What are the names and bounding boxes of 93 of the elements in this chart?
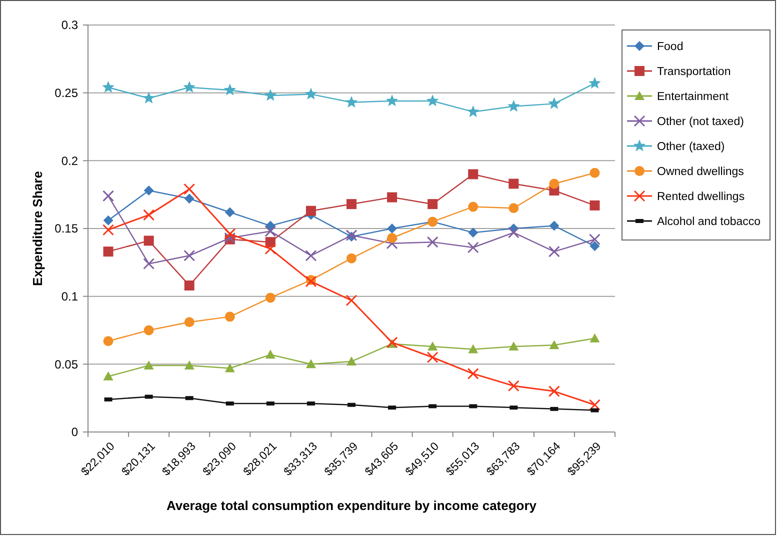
point: [468, 202, 478, 212]
point: [426, 236, 438, 248]
point: [468, 344, 478, 354]
y-tick-label: 0.2: [61, 154, 78, 168]
legend-label: Owned dwellings: [657, 166, 744, 178]
legend-label: Transportation: [657, 66, 731, 78]
point: [264, 243, 276, 255]
point: [426, 94, 439, 106]
point: [426, 352, 438, 364]
point: [346, 253, 356, 264]
point: [590, 241, 600, 252]
point: [346, 294, 358, 306]
point: [183, 80, 196, 93]
point: [264, 89, 277, 101]
point: [265, 292, 276, 303]
point: [224, 312, 235, 322]
point: [306, 206, 316, 216]
point: [386, 238, 398, 250]
point: [386, 94, 398, 106]
x-axis-title: Average total consumption expenditure by income category: [166, 498, 538, 513]
point: [428, 199, 438, 210]
point: [184, 280, 194, 290]
point: [306, 359, 316, 368]
point: [224, 228, 236, 240]
point: [508, 380, 520, 392]
point: [590, 168, 600, 178]
point: [346, 199, 356, 210]
point: [549, 178, 560, 189]
point: [224, 84, 236, 96]
point: [507, 100, 520, 112]
point: [588, 399, 600, 411]
point: [184, 360, 194, 370]
point: [144, 325, 154, 336]
legend-label: Other (taxed): [657, 141, 725, 154]
point: [467, 242, 479, 254]
point: [588, 76, 601, 89]
point: [184, 194, 194, 204]
point: [508, 203, 519, 214]
point: [144, 236, 154, 246]
point: [264, 225, 276, 237]
point: [304, 88, 318, 100]
point: [102, 190, 114, 202]
point: [548, 246, 560, 258]
point: [590, 200, 600, 210]
point: [548, 386, 560, 398]
point: [143, 258, 155, 270]
point: [549, 340, 560, 350]
point: [548, 97, 560, 109]
point: [184, 183, 196, 195]
y-axis-title: Expenditure Share: [30, 171, 45, 286]
point: [508, 226, 520, 238]
y-tick-label: 0.1: [61, 290, 78, 304]
y-tick-label: 0.3: [61, 18, 78, 32]
legend-label: Alcohol and tobacco: [657, 216, 761, 228]
point: [224, 207, 235, 218]
point: [466, 105, 480, 118]
point: [143, 209, 155, 221]
point: [144, 186, 154, 196]
point: [387, 224, 398, 234]
point: [224, 363, 235, 372]
legend-label: Rented dwellings: [657, 191, 745, 204]
point: [184, 250, 196, 262]
point: [588, 234, 600, 246]
point: [144, 360, 154, 370]
point: [387, 192, 398, 202]
point: [184, 317, 194, 328]
point: [102, 224, 114, 236]
point: [103, 246, 114, 257]
point: [468, 228, 478, 238]
legend-label: Food: [657, 41, 684, 54]
point: [102, 80, 114, 93]
legend-label: Other (not taxed): [657, 116, 744, 128]
y-tick-label: 0.25: [54, 86, 78, 100]
point: [508, 178, 519, 189]
y-tick-label: 0.15: [54, 222, 78, 236]
point: [103, 371, 114, 380]
y-tick-label: 0.05: [54, 357, 78, 372]
point: [467, 368, 479, 380]
point: [142, 92, 155, 104]
y-tick-label: 0: [71, 425, 78, 440]
point: [103, 215, 114, 226]
point: [590, 333, 600, 342]
point: [508, 342, 519, 351]
point: [549, 220, 560, 231]
point: [346, 356, 356, 366]
point: [345, 96, 358, 108]
point: [305, 250, 317, 262]
point: [468, 169, 478, 180]
point: [387, 232, 398, 243]
point: [103, 336, 114, 346]
point: [265, 350, 276, 359]
legend-label: Entertainment: [657, 91, 730, 104]
point: [428, 342, 438, 351]
